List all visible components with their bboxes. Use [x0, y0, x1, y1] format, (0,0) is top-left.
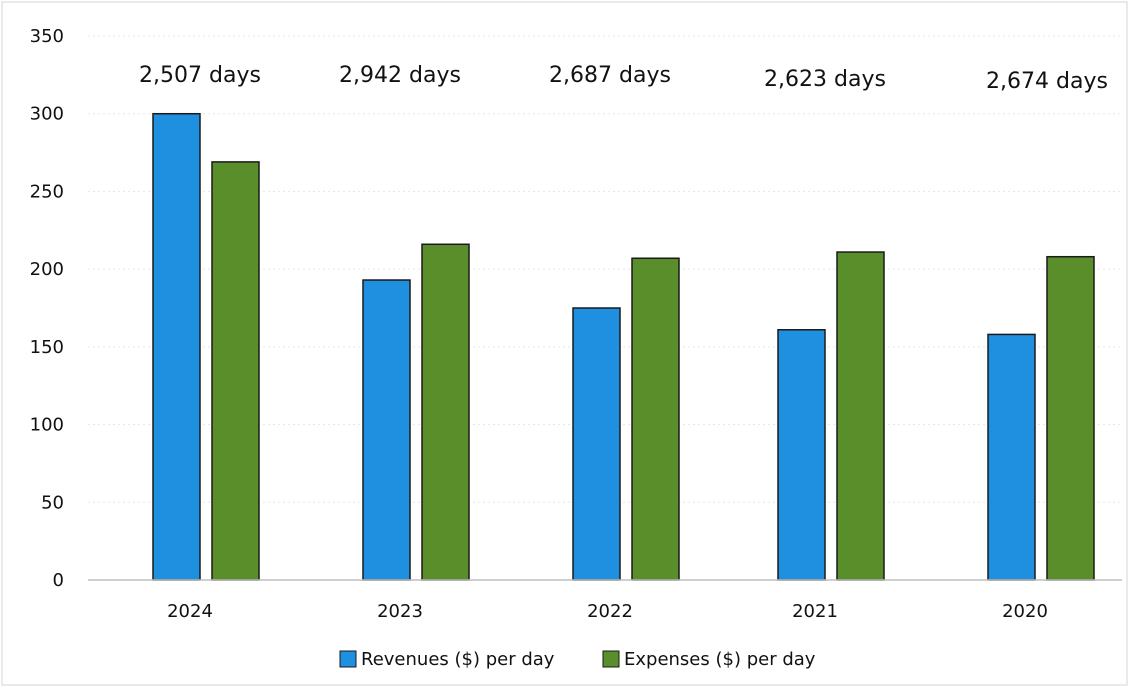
y-tick-label: 350 — [30, 26, 64, 47]
bar-revenues-2020 — [987, 333, 1036, 581]
x-tick-label: 2023 — [377, 601, 423, 622]
bars — [152, 112, 1095, 581]
bar-expenses-2024 — [211, 161, 260, 581]
bar-revenues-2021 — [777, 329, 826, 581]
annotations: 2,507 days 2,942 days 2,687 days 2,623 days… — [139, 63, 1108, 94]
days-annotation: 2,674 days — [986, 69, 1108, 94]
y-tick-label: 300 — [30, 104, 64, 125]
y-tick-label: 250 — [30, 181, 64, 202]
bar-revenues-2024 — [152, 112, 201, 581]
days-annotation: 2,687 days — [549, 63, 671, 88]
legend-swatch — [602, 650, 620, 668]
x-tick-label: 2022 — [587, 601, 633, 622]
bar-expenses-2023 — [421, 243, 470, 581]
y-axis: 0 50 100 150 200 250 300 350 — [30, 26, 64, 591]
y-tick-label: 100 — [30, 415, 64, 436]
bar-revenues-2023 — [362, 279, 411, 581]
legend-label: Expenses ($) per day — [624, 649, 816, 670]
x-tick-label: 2024 — [167, 601, 213, 622]
y-tick-label: 50 — [41, 492, 64, 513]
y-tick-label: 150 — [30, 337, 64, 358]
legend: Revenues ($) per day Expenses ($) per day — [339, 649, 816, 670]
y-tick-label: 0 — [53, 570, 64, 591]
days-annotation: 2,623 days — [764, 67, 886, 92]
x-axis: 2024 2023 2022 2021 2020 — [167, 601, 1048, 622]
legend-label: Revenues ($) per day — [361, 649, 555, 670]
bar-revenues-2022 — [572, 307, 621, 581]
bar-expenses-2022 — [631, 257, 680, 581]
x-tick-label: 2020 — [1002, 601, 1048, 622]
days-annotation: 2,507 days — [139, 63, 261, 88]
bar-expenses-2020 — [1046, 255, 1095, 581]
y-tick-label: 200 — [30, 259, 64, 280]
legend-swatch — [339, 650, 357, 668]
x-tick-label: 2021 — [792, 601, 838, 622]
days-annotation: 2,942 days — [339, 63, 461, 88]
bar-expenses-2021 — [836, 251, 885, 581]
